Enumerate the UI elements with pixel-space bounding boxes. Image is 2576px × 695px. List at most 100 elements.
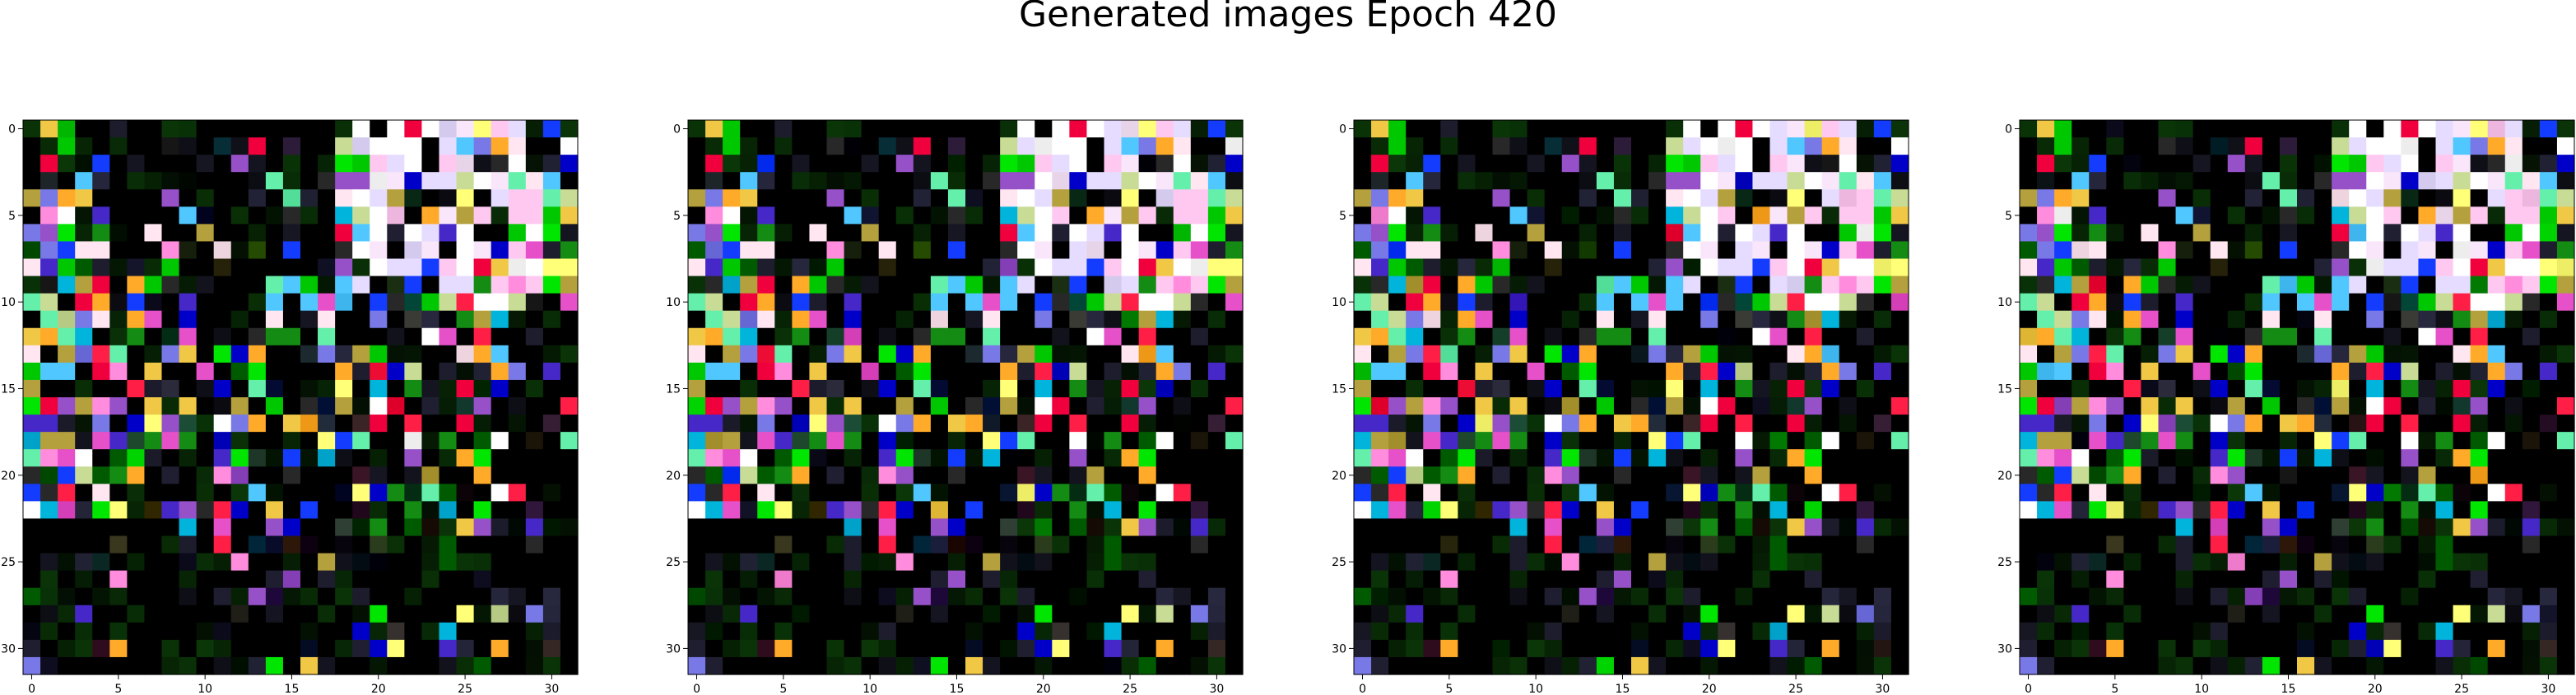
- pixel-cell: [1509, 293, 1528, 312]
- pixel-cell: [861, 656, 880, 675]
- pixel-cell: [370, 224, 388, 243]
- pixel-cell: [1683, 362, 1701, 381]
- pixel-cell: [1035, 327, 1053, 346]
- pixel-cell: [2314, 345, 2332, 364]
- pixel-cell: [844, 466, 863, 484]
- pixel-cell: [2314, 484, 2332, 502]
- pixel-cell: [2089, 553, 2107, 572]
- pixel-cell: [508, 570, 527, 589]
- pixel-cell: [2383, 293, 2402, 312]
- pixel-cell: [826, 415, 845, 433]
- pixel-cell: [439, 155, 458, 173]
- pixel-cell: [2297, 553, 2315, 572]
- pixel-cell: [826, 276, 845, 294]
- pixel-cell: [965, 656, 983, 675]
- pixel-cell: [92, 137, 110, 155]
- pixel-cell: [2539, 137, 2558, 155]
- pixel-cell: [983, 535, 1001, 554]
- pixel-cell: [1017, 362, 1035, 381]
- pixel-cell: [2037, 535, 2055, 554]
- pixel-cell: [1509, 327, 1528, 346]
- pixel-cell: [2192, 432, 2211, 450]
- pixel-cell: [2366, 362, 2384, 381]
- pixel-cell: [1104, 155, 1123, 173]
- pixel-cell: [525, 155, 544, 173]
- pixel-cell: [421, 120, 440, 138]
- pixel-cell: [1388, 415, 1407, 433]
- pixel-cell: [861, 415, 880, 433]
- pixel-cell: [300, 241, 319, 260]
- pixel-cell: [525, 397, 544, 415]
- pixel-cell: [161, 276, 180, 294]
- pixel-cell: [2435, 362, 2454, 381]
- pixel-cell: [2123, 172, 2142, 190]
- pixel-cell: [1561, 570, 1580, 589]
- pixel-cell: [1839, 155, 1858, 173]
- pixel-cell: [1086, 449, 1105, 467]
- pixel-cell: [1752, 432, 1771, 450]
- pixel-cell: [1735, 622, 1754, 641]
- pixel-cell: [792, 327, 811, 346]
- generated-image: [1354, 120, 1909, 675]
- pixel-cell: [109, 137, 128, 155]
- pixel-cell: [1821, 622, 1840, 641]
- pixel-cell: [1225, 379, 1244, 398]
- pixel-cell: [1890, 172, 1909, 190]
- pixel-cell: [1631, 587, 1649, 606]
- pixel-cell: [2054, 327, 2072, 346]
- pixel-cell: [1138, 605, 1157, 623]
- pixel-cell: [930, 518, 949, 537]
- pixel-cell: [1769, 327, 1788, 346]
- pixel-cell: [2279, 120, 2298, 138]
- pixel-cell: [421, 379, 440, 398]
- pixel-cell: [40, 241, 58, 260]
- pixel-cell: [2141, 327, 2160, 346]
- pixel-cell: [1155, 172, 1174, 190]
- pixel-cell: [2487, 137, 2506, 155]
- pixel-cell: [2279, 484, 2298, 502]
- pixel-cell: [947, 605, 966, 623]
- pixel-cell: [1354, 379, 1372, 398]
- pixel-cell: [1527, 345, 1546, 364]
- pixel-cell: [2244, 327, 2263, 346]
- pixel-cell: [1406, 535, 1424, 554]
- pixel-cell: [705, 241, 723, 260]
- pixel-cell: [2297, 155, 2315, 173]
- pixel-cell: [2297, 327, 2315, 346]
- pixel-cell: [2262, 484, 2281, 502]
- pixel-cell: [2106, 605, 2124, 623]
- pixel-cell: [1440, 362, 1458, 381]
- pixel-cell: [2539, 656, 2558, 675]
- pixel-cell: [2210, 310, 2229, 329]
- pixel-cell: [404, 241, 423, 260]
- pixel-cell: [491, 553, 509, 572]
- pixel-cell: [300, 656, 319, 675]
- pixel-cell: [1527, 553, 1546, 572]
- pixel-cell: [179, 518, 198, 537]
- pixel-cell: [965, 189, 983, 207]
- pixel-cell: [1371, 276, 1389, 294]
- pixel-cell: [1440, 397, 1458, 415]
- pixel-cell: [421, 258, 440, 277]
- pixel-cell: [1155, 276, 1174, 294]
- pixel-cell: [370, 379, 388, 398]
- pixel-cell: [774, 241, 793, 260]
- pixel-cell: [826, 345, 845, 364]
- pixel-cell: [2470, 656, 2489, 675]
- pixel-cell: [1509, 535, 1528, 554]
- pixel-cell: [352, 605, 370, 623]
- pixel-cell: [1225, 327, 1244, 346]
- pixel-cell: [2279, 293, 2298, 312]
- pixel-cell: [92, 535, 110, 554]
- pixel-cell: [2349, 466, 2367, 484]
- pixel-cell: [2418, 484, 2437, 502]
- pixel-cell: [826, 224, 845, 243]
- pixel-cell: [1190, 276, 1209, 294]
- pixel-cell: [2383, 501, 2402, 520]
- pixel-cell: [1371, 466, 1389, 484]
- pixel-cell: [2522, 587, 2541, 606]
- pixel-cell: [878, 415, 897, 433]
- pixel-cell: [1492, 397, 1511, 415]
- pixel-cell: [2227, 258, 2246, 277]
- pixel-cell: [2141, 362, 2160, 381]
